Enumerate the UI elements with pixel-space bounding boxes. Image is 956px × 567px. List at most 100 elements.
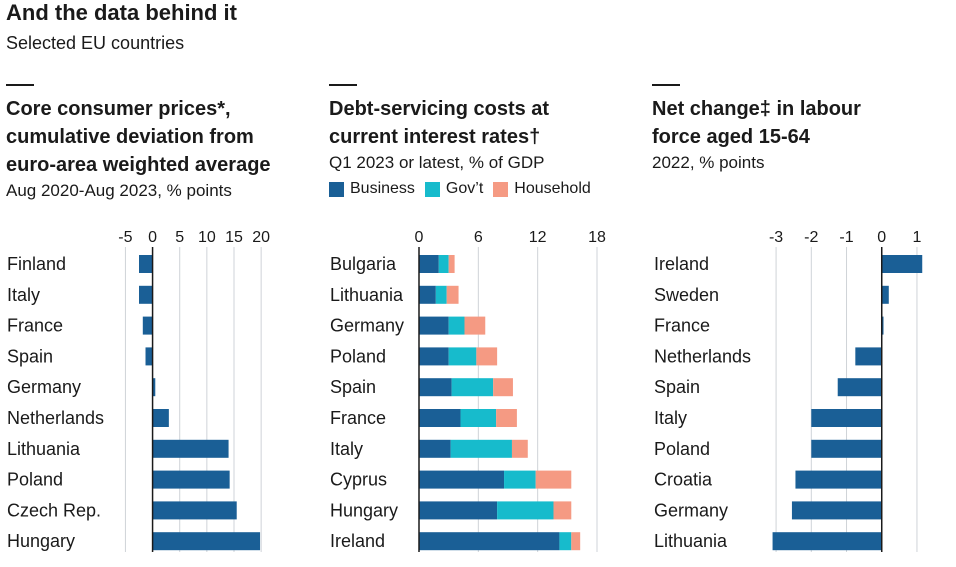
bar-segment bbox=[419, 470, 505, 489]
bar-segment bbox=[496, 409, 517, 427]
bar-segment bbox=[419, 532, 560, 551]
bar-segment bbox=[476, 347, 498, 366]
tick-label: 20 bbox=[252, 229, 270, 246]
tick-label: -1 bbox=[839, 229, 853, 246]
panel-rule bbox=[6, 84, 34, 86]
tick-label: 0 bbox=[148, 229, 157, 246]
category-label: Netherlands bbox=[654, 346, 751, 366]
bar-segment bbox=[438, 255, 449, 273]
category-label: Hungary bbox=[330, 500, 398, 520]
panel-title-line: Debt-servicing costs at bbox=[329, 98, 550, 120]
category-label: Italy bbox=[654, 408, 687, 428]
category-label: Lithuania bbox=[654, 531, 728, 551]
category-label: Poland bbox=[7, 470, 63, 490]
legend-swatch-govt bbox=[424, 181, 440, 197]
panel-title-line: cumulative deviation from bbox=[6, 126, 254, 148]
legend-label: Household bbox=[514, 180, 591, 197]
bar-segment bbox=[511, 439, 528, 458]
category-label: Lithuania bbox=[7, 439, 81, 459]
panel-subtitle: 2022, % points bbox=[652, 153, 765, 172]
bar-segment bbox=[497, 501, 554, 520]
bar-segment bbox=[535, 470, 572, 489]
bar-segment bbox=[559, 532, 572, 551]
bar bbox=[152, 378, 156, 397]
tick-label: -2 bbox=[804, 229, 818, 246]
panel-title-line: current interest rates† bbox=[329, 126, 541, 148]
bar-segment bbox=[553, 501, 572, 520]
bar-segment bbox=[419, 285, 436, 304]
legend-item-govt: Gov’t bbox=[424, 180, 484, 198]
bar-segment bbox=[419, 347, 449, 366]
category-label: Germany bbox=[654, 500, 728, 520]
bar bbox=[142, 316, 153, 335]
bar bbox=[152, 532, 261, 551]
bar bbox=[145, 347, 153, 366]
panel-title-line: force aged 15-64 bbox=[652, 126, 810, 148]
page-subtitle: Selected EU countries bbox=[6, 33, 185, 53]
tick-label: 6 bbox=[474, 229, 483, 246]
panel-title-line: euro-area weighted average bbox=[6, 154, 271, 176]
category-label: Finland bbox=[7, 254, 66, 274]
panel-debt-servicing: Debt-servicing costs at current interest… bbox=[329, 84, 591, 198]
bar-segment bbox=[446, 285, 459, 304]
panel-subtitle: Q1 2023 or latest, % of GDP bbox=[329, 153, 545, 172]
category-label: France bbox=[654, 316, 710, 336]
bar-segment bbox=[419, 316, 449, 335]
category-label: Czech Rep. bbox=[7, 500, 101, 520]
panel-title-line: Net change‡ in labour bbox=[652, 98, 861, 120]
category-label: Cyprus bbox=[330, 470, 387, 490]
category-label: Poland bbox=[330, 346, 386, 366]
bar-segment bbox=[450, 439, 512, 458]
bar-segment bbox=[419, 409, 461, 427]
legend-swatch-business bbox=[329, 181, 344, 197]
category-label: Spain bbox=[330, 377, 376, 397]
category-label: Netherlands bbox=[7, 408, 104, 428]
panel-subtitle: Aug 2020-Aug 2023, % points bbox=[6, 181, 232, 200]
bar bbox=[881, 285, 889, 304]
bar bbox=[881, 255, 923, 273]
category-label: Poland bbox=[654, 439, 710, 459]
tick-label: 10 bbox=[198, 229, 216, 246]
legend-label: Gov’t bbox=[445, 180, 484, 197]
page-title: And the data behind it bbox=[6, 0, 237, 25]
bar bbox=[139, 285, 153, 304]
category-label: Italy bbox=[330, 439, 363, 459]
category-label: Sweden bbox=[654, 285, 719, 305]
bar-segment bbox=[419, 501, 498, 520]
category-label: Croatia bbox=[654, 470, 713, 490]
bar-segment bbox=[419, 378, 452, 397]
panel-title: Core consumer prices*, cumulative deviat… bbox=[6, 95, 271, 179]
category-label: Ireland bbox=[654, 254, 709, 274]
panel-title-line: Core consumer prices*, bbox=[6, 98, 231, 120]
bar-segment bbox=[448, 347, 477, 366]
tick-label: -3 bbox=[769, 229, 783, 246]
bar bbox=[855, 347, 882, 366]
chart-legend: Business Gov’t Household bbox=[329, 180, 591, 198]
bar-segment bbox=[460, 409, 497, 427]
tick-label: -5 bbox=[118, 229, 132, 246]
panel-rule bbox=[652, 84, 680, 86]
bar bbox=[152, 409, 169, 427]
bar bbox=[837, 378, 882, 397]
panel-core-prices: Core consumer prices*, cumulative deviat… bbox=[6, 84, 271, 203]
tick-label: 18 bbox=[588, 229, 606, 246]
bar-segment bbox=[448, 255, 455, 273]
bar-segment bbox=[435, 285, 447, 304]
bar-segment bbox=[448, 316, 465, 335]
bar bbox=[152, 501, 237, 520]
legend-label: Business bbox=[350, 180, 415, 197]
category-label: Spain bbox=[654, 377, 700, 397]
bar-segment bbox=[571, 532, 581, 551]
bar bbox=[881, 316, 884, 335]
category-label: Lithuania bbox=[330, 285, 404, 305]
tick-label: 5 bbox=[175, 229, 184, 246]
tick-label: 0 bbox=[415, 229, 424, 246]
category-label: Ireland bbox=[330, 531, 385, 551]
category-label: Germany bbox=[7, 377, 81, 397]
bar bbox=[772, 532, 882, 551]
bar-segment bbox=[493, 378, 513, 397]
bar-segment bbox=[419, 255, 439, 273]
